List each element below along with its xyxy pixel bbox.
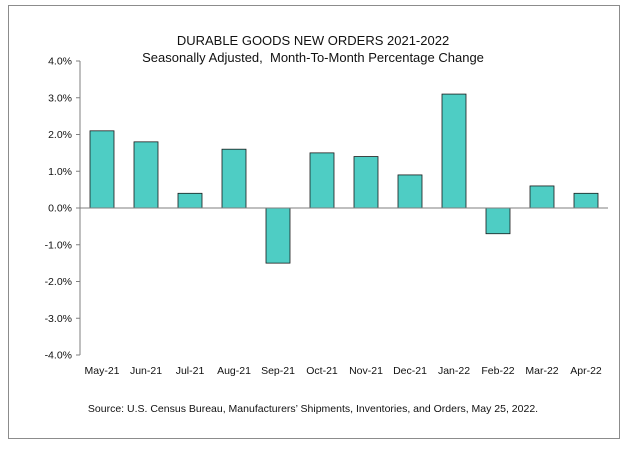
y-tick-label: -2.0% [45, 276, 72, 288]
x-tick-label: May-21 [84, 365, 119, 377]
bar-oct-21 [309, 152, 335, 209]
y-tick-label: 3.0% [48, 92, 72, 104]
y-tick-label: -1.0% [45, 239, 72, 251]
x-tick-label: Sep-21 [261, 365, 295, 377]
x-tick-label: Mar-22 [525, 365, 558, 377]
x-tick-label: Dec-21 [393, 365, 427, 377]
y-tick-label: 1.0% [48, 166, 72, 178]
source-note: Source: U.S. Census Bureau, Manufacturer… [87, 403, 539, 415]
bar-nov-21 [353, 156, 379, 209]
chart-subtitle: Seasonally Adjusted, Month-To-Month Perc… [142, 50, 484, 65]
bar-may-21 [89, 130, 115, 209]
y-tick-label: 4.0% [48, 56, 72, 68]
bar-aug-21 [221, 148, 247, 209]
y-tick-label: 2.0% [48, 129, 72, 141]
chart-frame [8, 5, 620, 439]
bar-jan-22 [441, 93, 467, 209]
x-tick-label: Aug-21 [217, 365, 251, 377]
y-tick-label: 0.0% [48, 203, 72, 215]
x-tick-label: Nov-21 [349, 365, 383, 377]
x-tick-label: Jul-21 [176, 365, 205, 377]
y-tick-label: -4.0% [45, 350, 72, 362]
bar-mar-22 [529, 185, 555, 209]
bar-sep-21 [265, 207, 291, 264]
x-tick-label: Oct-21 [306, 365, 338, 377]
y-tick-label: -3.0% [45, 313, 72, 325]
x-tick-label: Apr-22 [570, 365, 602, 377]
bar-apr-22 [573, 192, 599, 209]
bar-jun-21 [133, 141, 159, 209]
bar-jul-21 [177, 192, 203, 209]
x-tick-label: Jan-22 [438, 365, 470, 377]
bar-feb-22 [485, 207, 511, 235]
bar-dec-21 [397, 174, 423, 209]
chart-title: DURABLE GOODS NEW ORDERS 2021-2022 [176, 33, 450, 48]
x-tick-label: Feb-22 [481, 365, 514, 377]
x-tick-label: Jun-21 [130, 365, 162, 377]
